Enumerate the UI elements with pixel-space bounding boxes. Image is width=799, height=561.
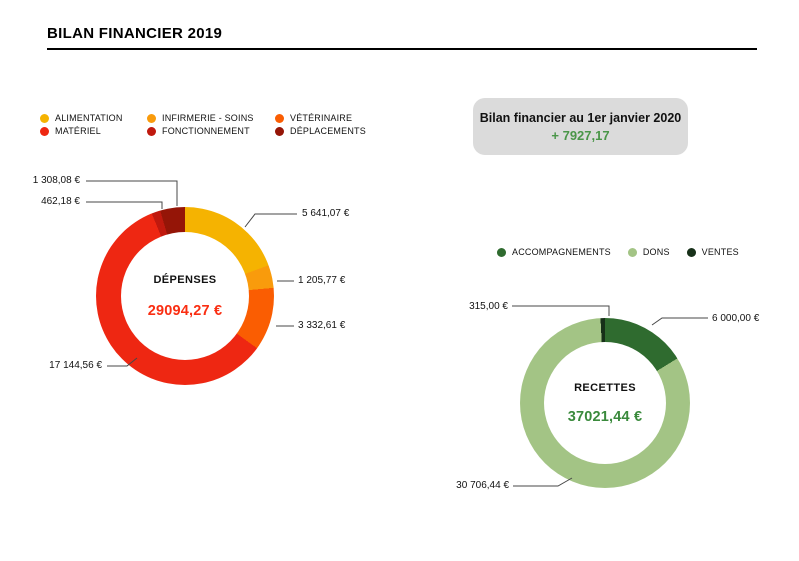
- legend-label: DONS: [642, 247, 670, 257]
- leader-line: [86, 180, 178, 206]
- callout-infirmerie-value: 1 205,77 €: [298, 275, 346, 286]
- legend-item-alimentation: ALIMENTATION: [40, 113, 139, 123]
- leader-line: [512, 305, 610, 316]
- summary-label: Bilan financier au 1er janvier 2020: [479, 110, 682, 125]
- leader-line: [244, 213, 297, 228]
- legend-item-dons: DONS: [627, 247, 670, 257]
- legend-item-materiel: MATÉRIEL: [40, 126, 139, 136]
- infirmerie-dot-icon: [147, 113, 156, 123]
- legend-label: VENTES: [701, 247, 739, 257]
- accompagnements-dot-icon: [497, 247, 506, 257]
- callout-deplacements-value: 1 308,08 €: [32, 175, 80, 186]
- deplacements-dot-icon: [275, 126, 284, 136]
- recettes-center-value: 37021,44 €: [567, 408, 643, 425]
- leader-line: [651, 317, 708, 326]
- summary-value: + 7927,17: [551, 127, 610, 143]
- materiel-dot-icon: [40, 126, 49, 136]
- leader-line: [513, 477, 573, 487]
- depenses-donut-hole: DÉPENSES 29094,27 €: [121, 232, 249, 360]
- leader-line: [86, 201, 163, 209]
- recettes-legend: ACCOMPAGNEMENTS DONS VENTES: [497, 247, 739, 257]
- legend-item-deplacements: DÉPLACEMENTS: [275, 126, 366, 136]
- callout-materiel-value: 17 144,56 €: [49, 360, 102, 371]
- page-title: BILAN FINANCIER 2019: [47, 25, 223, 42]
- recettes-center-label: RECETTES: [574, 381, 636, 394]
- legend-label: MATÉRIEL: [55, 126, 101, 136]
- legend-label: INFIRMERIE - SOINS: [162, 113, 254, 123]
- legend-label: ALIMENTATION: [55, 113, 123, 123]
- legend-label: FONCTIONNEMENT: [162, 126, 250, 136]
- depenses-center-value: 29094,27 €: [147, 302, 223, 319]
- recettes-donut-hole: RECETTES 37021,44 €: [544, 342, 666, 464]
- alimentation-dot-icon: [40, 113, 49, 123]
- callout-fonctionnement-value: 462,18 €: [41, 196, 80, 207]
- legend-item-veterinaire: VÉTÉRINAIRE: [275, 113, 366, 123]
- callout-dons-value: 30 706,44 €: [456, 480, 509, 491]
- dons-dot-icon: [627, 247, 637, 257]
- summary-box: Bilan financier au 1er janvier 2020 + 79…: [473, 98, 688, 155]
- legend-label: DÉPLACEMENTS: [290, 126, 366, 136]
- callout-ventes-value: 315,00 €: [469, 301, 508, 312]
- recettes-donut-chart: RECETTES 37021,44 €: [520, 318, 690, 488]
- depenses-donut-chart: DÉPENSES 29094,27 €: [96, 207, 274, 385]
- legend-item-infirmerie: INFIRMERIE - SOINS: [147, 113, 267, 123]
- depenses-legend: ALIMENTATION INFIRMERIE - SOINS VÉTÉRINA…: [40, 113, 366, 136]
- legend-item-fonctionnement: FONCTIONNEMENT: [147, 126, 267, 136]
- fonctionnement-dot-icon: [147, 126, 156, 136]
- callout-alimentation-value: 5 641,07 €: [302, 208, 350, 219]
- depenses-center-label: DÉPENSES: [153, 273, 217, 286]
- legend-item-accompagnements: ACCOMPAGNEMENTS: [497, 247, 611, 257]
- callout-veterinaire-value: 3 332,61 €: [298, 320, 346, 331]
- legend-item-ventes: VENTES: [686, 247, 739, 257]
- legend-label: VÉTÉRINAIRE: [290, 113, 353, 123]
- ventes-dot-icon: [686, 247, 696, 257]
- veterinaire-dot-icon: [275, 113, 284, 123]
- legend-label: ACCOMPAGNEMENTS: [512, 247, 611, 257]
- callout-accompagnements-value: 6 000,00 €: [712, 313, 760, 324]
- title-rule: [47, 48, 757, 50]
